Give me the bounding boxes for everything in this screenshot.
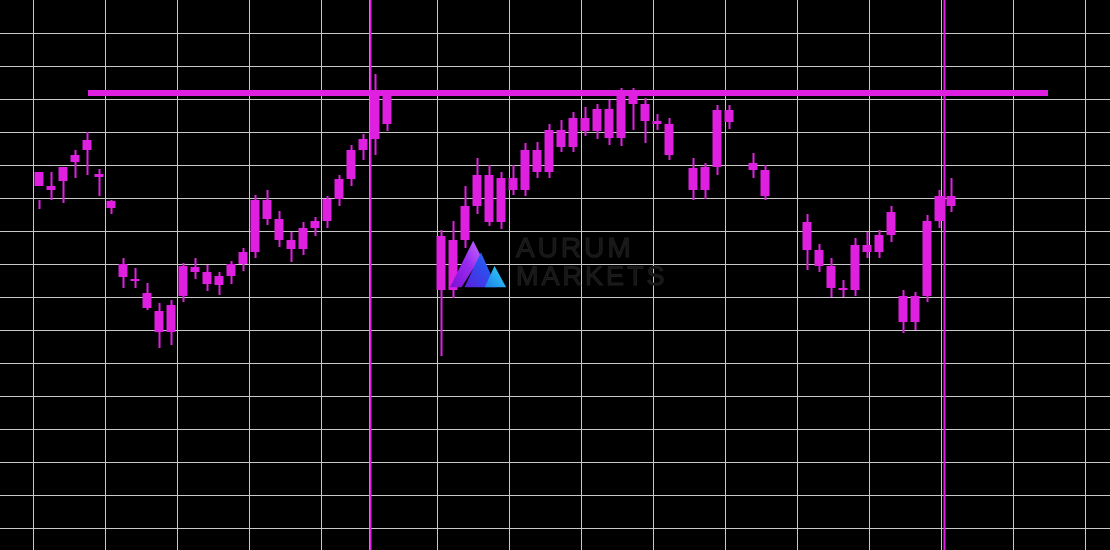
plot-area[interactable]: [0, 0, 1110, 550]
chart-gridlines: [0, 0, 1110, 550]
chart-annotations: [88, 0, 1048, 550]
candlestick-chart: AURUM MARKETS: [0, 0, 1110, 550]
